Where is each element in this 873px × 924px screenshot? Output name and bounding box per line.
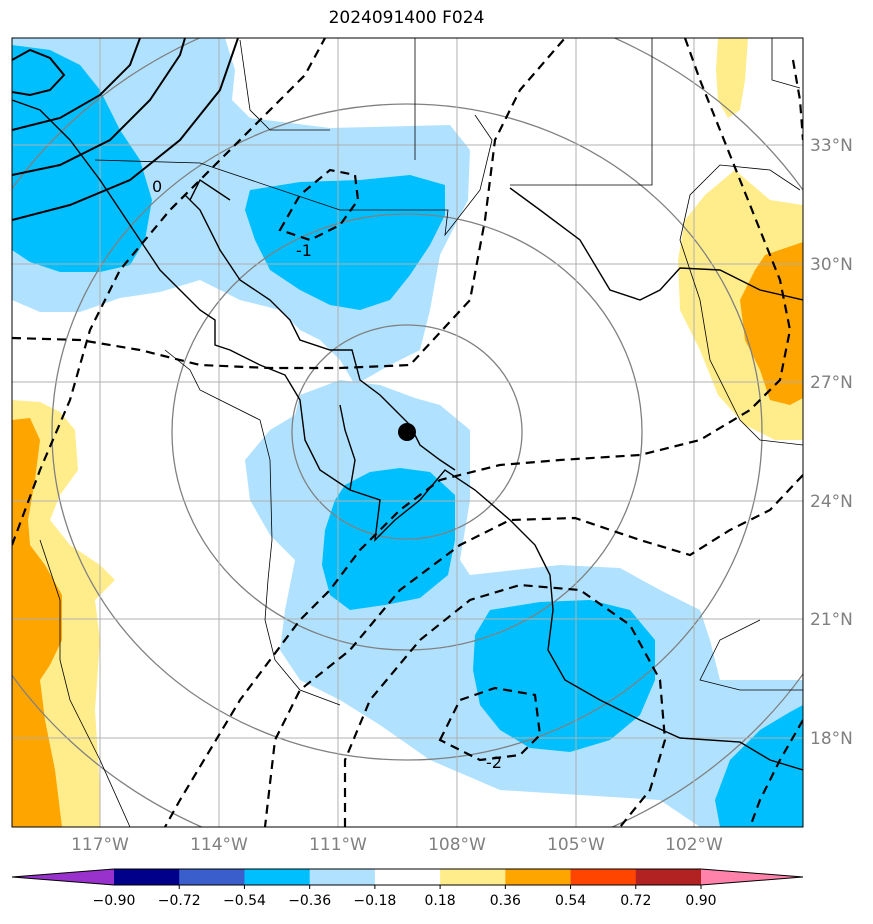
colorbar-segment [440,869,506,885]
colorbar-tick-label: −0.72 [158,893,201,909]
storm-center-dot [398,423,416,441]
lon-label-117w: 117°W [71,835,129,855]
colorbar-tick-label: −0.90 [93,893,136,909]
range-rings [12,38,803,827]
lon-label-114w: 114°W [190,835,248,855]
lat-label-21n: 21°N [810,610,853,630]
dashed-contours [12,38,803,827]
colorbar-segment [570,869,637,885]
colorbar-outline [11,868,804,886]
map-frame [11,37,804,828]
solid-contours [12,38,239,221]
colorbar-segment [244,869,311,885]
colorbar-tick-label: −0.36 [288,893,331,909]
colorbar-segment [179,869,245,885]
colorbar-tick-label: −0.18 [353,893,396,909]
colorbar-segment [374,869,441,885]
lon-label-108w: 108°W [428,835,486,855]
lat-label-30n: 30°N [810,255,853,275]
lon-label-111w: 111°W [309,835,367,855]
colorbar-tick-label: −0.54 [223,893,266,909]
latitude-labels: 33°N 30°N 27°N 24°N 21°N 18°N [810,136,853,749]
shade-blue [12,45,803,827]
graticule [12,38,803,827]
colorbar-extend-low [12,869,114,885]
lat-label-27n: 27°N [810,373,853,393]
map-title: 2024091400 F024 [328,8,485,28]
longitude-labels: 117°W 114°W 111°W 108°W 105°W 102°W [71,835,723,855]
shade-orange [12,242,803,827]
colorbar-tick-label: 0.90 [685,893,716,909]
colorbar-extend-high [701,869,803,885]
colorbar-tick-label: 0.18 [425,893,456,909]
lon-label-105w: 105°W [547,835,605,855]
lat-label-24n: 24°N [810,492,853,512]
lat-label-33n: 33°N [810,136,853,156]
colorbar-segment [635,869,702,885]
colorbar: −0.90 −0.72 −0.54 −0.36 −0.18 0.18 0.36 0.54 0.7… [11,868,804,909]
contour-label-neg1: -1 [296,241,312,260]
lon-label-102w: 102°W [665,835,723,855]
colorbar-segment [309,869,376,885]
colorbar-segment [114,869,180,885]
colorbar-segment [505,869,572,885]
colorbar-tick-label: 0.36 [490,893,521,909]
contour-label-0: 0 [152,177,162,196]
contour-label-neg2: -2 [486,753,502,772]
map-panel: 0 -1 -2 [12,38,803,827]
colorbar-tick-label: 0.54 [555,893,586,909]
lat-label-18n: 18°N [810,729,853,749]
colorbar-tick-label: 0.72 [620,893,651,909]
